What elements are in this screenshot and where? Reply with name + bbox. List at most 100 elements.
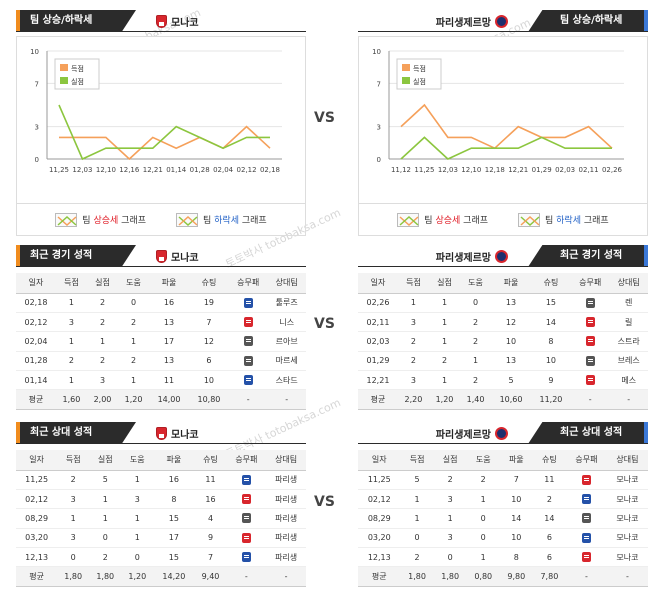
table-cell: 3 xyxy=(57,489,90,510)
draw-badge-icon xyxy=(581,513,591,524)
table-cell: 10 xyxy=(499,489,533,510)
average-cell: 1,40 xyxy=(460,389,492,410)
table-row: 02,12 1 3 1 10 2 모나코 xyxy=(358,489,648,510)
average-cell: 7,80 xyxy=(532,566,566,587)
table-cell: 12,13 xyxy=(358,547,401,568)
recent-table-left: 일자 득점 실점 도움 파울 슈팅 승무패 상대팀 02,18 1 2 0 16 19 툴루즈 02,12 3 2… xyxy=(16,273,306,410)
table-cell: 3 xyxy=(397,370,429,391)
table-cell: 1 xyxy=(89,489,122,510)
table-cell: 2 xyxy=(89,547,122,568)
table-cell: 4 xyxy=(194,508,227,529)
table-cell: 모나코 xyxy=(606,470,648,490)
x-tick-label: 11,12 xyxy=(391,166,411,174)
recent-tab-left: 최근 경기 성적 xyxy=(16,245,136,267)
table-cell: 1 xyxy=(121,528,154,549)
table-cell: 5 xyxy=(491,370,531,391)
table-cell: 2 xyxy=(86,351,119,372)
table-cell: 03,20 xyxy=(16,528,58,549)
recent-table-right: 일자 득점 실점 도움 파울 슈팅 승무패 상대팀 02,26 1 1 0 13 15 렌 02,11 3 1 2 1… xyxy=(358,273,648,410)
legend-label-conceded: 실점 xyxy=(413,77,426,86)
average-cell: 1,20 xyxy=(121,566,154,587)
loss-badge-icon xyxy=(581,552,591,563)
table-cell: 1 xyxy=(400,508,434,529)
team-label-left: 모나코 xyxy=(156,14,199,29)
table-cell: 모나코 xyxy=(606,508,648,529)
table-cell: 9 xyxy=(530,370,571,391)
table-cell: 1 xyxy=(89,508,122,529)
average-cell: - xyxy=(565,566,607,587)
column-header: 일자 xyxy=(16,450,58,471)
trend-chart-svg: 10 7 3 0 11,12 11,25 12,03 12,10 12,18 12,21 01,29… xyxy=(372,48,624,174)
table-cell: 3 xyxy=(397,312,429,333)
y-tick-label: 10 xyxy=(372,48,381,56)
table-cell: 1 xyxy=(55,370,87,391)
x-tick-label: 01,29 xyxy=(532,166,552,174)
table-cell: 11 xyxy=(532,470,566,490)
team-label-right: 파리생제르망 xyxy=(436,249,508,264)
average-cell: 14,20 xyxy=(153,566,195,587)
loss-badge-icon xyxy=(243,317,253,328)
legend-up: 팀 상승세 그래프 xyxy=(397,212,488,227)
table-cell: 2 xyxy=(466,470,500,490)
y-tick-label: 3 xyxy=(377,124,381,132)
table-cell: 13 xyxy=(149,312,189,333)
column-header: 득점 xyxy=(397,273,429,294)
table-cell: 3 xyxy=(86,370,119,391)
result-cell xyxy=(565,528,607,549)
column-header: 일자 xyxy=(358,273,398,294)
table-cell: 파리생 xyxy=(266,489,306,510)
result-cell xyxy=(226,528,267,549)
y-tick-label: 3 xyxy=(35,124,39,132)
table-cell: 0 xyxy=(433,547,467,568)
table-cell: 6 xyxy=(188,351,229,372)
table-cell: 1 xyxy=(428,370,461,391)
table-cell: 7 xyxy=(188,312,229,333)
average-cell: 1,20 xyxy=(118,389,150,410)
result-cell xyxy=(570,293,610,313)
table-cell: 2 xyxy=(532,489,566,510)
recent-tab-right: 최근 경기 성적 xyxy=(528,245,648,267)
team-label-left: 모나코 xyxy=(156,426,199,441)
table-cell: 11 xyxy=(149,370,189,391)
table-cell: 2 xyxy=(397,331,429,352)
win-badge-icon xyxy=(581,532,591,543)
table-cell: 1 xyxy=(460,351,492,372)
loss-badge-icon xyxy=(581,474,591,485)
trend-panel-left: 팀 상승/하락세 모나코 10 7 3 0 11,25 12,03 12,10 12,16 12… xyxy=(16,10,306,236)
up-trend-icon xyxy=(397,212,420,227)
x-tick-label: 12,21 xyxy=(508,166,528,174)
table-cell: 르아브 xyxy=(267,331,306,352)
table-cell: 12,21 xyxy=(358,370,398,391)
table-cell: 08,29 xyxy=(358,508,401,529)
table-cell: 17 xyxy=(153,528,195,549)
table-cell: 17 xyxy=(149,331,189,352)
table-cell: 0 xyxy=(460,293,492,313)
average-row: 평균 1,60 2,00 1,20 14,00 10,80- - xyxy=(16,389,306,410)
x-tick-label: 12,16 xyxy=(119,166,140,174)
x-tick-label: 01,14 xyxy=(166,166,187,174)
table-cell: 메스 xyxy=(609,370,648,391)
psg-logo-icon xyxy=(495,15,508,28)
column-header: 상대팀 xyxy=(609,273,648,294)
table-cell: 02,11 xyxy=(358,312,398,333)
loss-badge-icon xyxy=(241,494,251,505)
column-header: 일자 xyxy=(358,450,401,471)
draw-badge-icon xyxy=(585,355,595,366)
team-label-left: 모나코 xyxy=(156,249,199,264)
table-row: 12,21 3 1 2 5 9 메스 xyxy=(358,370,648,391)
table-cell: 8 xyxy=(499,547,533,568)
table-cell: 니스 xyxy=(267,312,306,333)
average-cell: 10,80 xyxy=(188,389,229,410)
scored-series-line xyxy=(59,125,271,161)
result-cell xyxy=(570,331,610,352)
table-cell: 10 xyxy=(530,351,571,372)
legend-swatch-scored xyxy=(402,64,410,71)
table-cell: 1 xyxy=(55,293,87,313)
x-tick-label: 02,11 xyxy=(579,166,599,174)
table-cell: 3 xyxy=(433,489,467,510)
down-trend-icon xyxy=(518,212,540,227)
team-name: 모나코 xyxy=(171,18,199,29)
h2h-table-left: 일자 득점 실점 도움 파울 슈팅 승무패 상대팀 11,25 2 5 1 16 11 파리생 02,12 3 1… xyxy=(16,450,306,587)
y-tick-label: 7 xyxy=(377,80,381,88)
result-cell xyxy=(228,312,268,333)
